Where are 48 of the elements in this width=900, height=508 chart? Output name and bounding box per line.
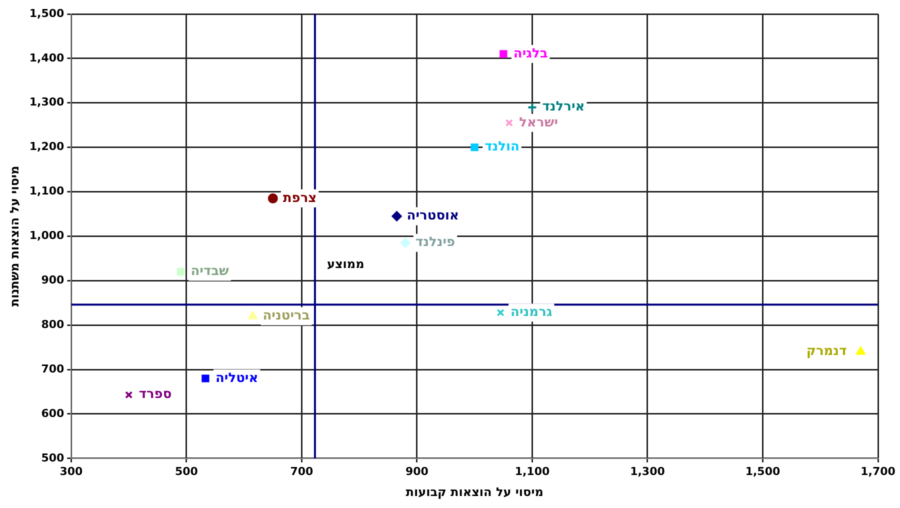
point bbox=[400, 238, 410, 248]
point bbox=[268, 193, 278, 204]
series-label: איטליה bbox=[215, 370, 258, 386]
annotation: ממוצע bbox=[326, 256, 364, 271]
point bbox=[248, 311, 258, 320]
series-label: דנמרק bbox=[806, 344, 848, 360]
point bbox=[202, 374, 210, 382]
y-tick-label: 800 bbox=[41, 318, 65, 331]
series-label: ישראל bbox=[519, 115, 558, 130]
y-tick-label: 1,400 bbox=[29, 51, 65, 64]
x-tick-label: 700 bbox=[290, 464, 314, 478]
point bbox=[500, 50, 508, 58]
point bbox=[527, 102, 538, 112]
series-label: גרמניה bbox=[510, 305, 552, 320]
point bbox=[124, 391, 133, 399]
point bbox=[470, 143, 478, 152]
series-label: בלגיה bbox=[513, 46, 548, 62]
x-tick-label: 1,300 bbox=[630, 464, 666, 478]
point bbox=[505, 119, 514, 127]
y-tick-label: 1,500 bbox=[29, 6, 65, 20]
series-label: הולנד bbox=[484, 140, 520, 155]
y-tick-label: 500 bbox=[41, 451, 65, 464]
x-axis-title: מיסוי על הוצאות קבועות bbox=[406, 484, 544, 499]
point bbox=[856, 346, 866, 355]
y-axis-title: מיסוי על הוצאות משתנות bbox=[7, 166, 22, 307]
x-tick-label: 500 bbox=[174, 464, 198, 478]
series-label: שבדיה bbox=[190, 264, 230, 280]
y-tick-label: 1,100 bbox=[29, 184, 65, 198]
point bbox=[392, 211, 402, 222]
x-tick-label: 1,700 bbox=[860, 464, 896, 478]
series-label: אוסטריה bbox=[406, 208, 459, 224]
point bbox=[496, 308, 504, 316]
x-tick-label: 900 bbox=[405, 464, 429, 478]
series-label: פינלנד bbox=[415, 235, 456, 250]
x-tick-label: 1,500 bbox=[745, 464, 780, 478]
y-tick-label: 1,000 bbox=[29, 229, 65, 242]
series-label: צרפת bbox=[282, 190, 317, 206]
y-tick-label: 900 bbox=[41, 274, 65, 286]
y-tick-label: 1,200 bbox=[29, 140, 65, 154]
y-tick-label: 700 bbox=[41, 362, 65, 376]
x-tick-label: 1,100 bbox=[514, 464, 550, 478]
point bbox=[176, 268, 185, 276]
series-label: בריטניה bbox=[262, 308, 310, 324]
x-tick-label: 300 bbox=[60, 464, 84, 478]
series-label: ספרד bbox=[138, 387, 172, 402]
series-label: אירלנד bbox=[542, 100, 585, 115]
y-tick-label: 600 bbox=[41, 406, 65, 420]
y-tick-label: 1,300 bbox=[29, 96, 65, 109]
